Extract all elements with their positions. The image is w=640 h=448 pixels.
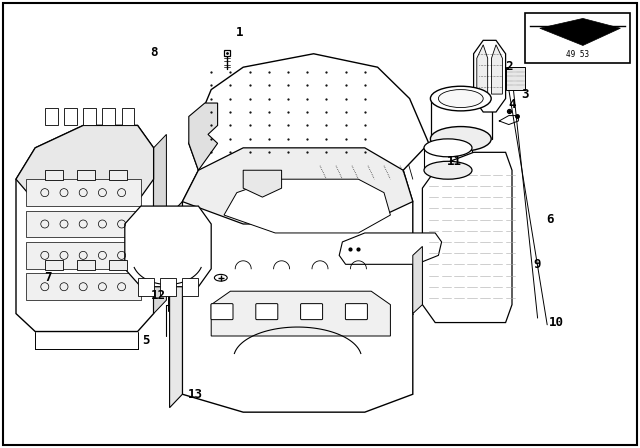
- Text: 13: 13: [188, 388, 203, 401]
- Polygon shape: [154, 134, 166, 314]
- FancyBboxPatch shape: [346, 304, 367, 319]
- Polygon shape: [224, 179, 390, 233]
- Polygon shape: [138, 278, 154, 296]
- FancyBboxPatch shape: [256, 304, 278, 319]
- Ellipse shape: [424, 139, 472, 157]
- Polygon shape: [122, 108, 134, 125]
- Text: 11: 11: [447, 155, 462, 168]
- Polygon shape: [26, 211, 141, 237]
- Text: 2: 2: [505, 60, 513, 73]
- Polygon shape: [189, 54, 429, 179]
- Polygon shape: [477, 45, 488, 94]
- Polygon shape: [182, 148, 413, 412]
- Bar: [77, 170, 95, 180]
- Bar: [525, 13, 630, 63]
- Text: 4: 4: [508, 98, 516, 111]
- Text: 8: 8: [150, 46, 157, 60]
- Polygon shape: [182, 278, 198, 296]
- Ellipse shape: [424, 161, 472, 179]
- Ellipse shape: [214, 274, 227, 281]
- Polygon shape: [64, 108, 77, 125]
- Bar: [77, 260, 95, 270]
- Polygon shape: [243, 170, 282, 197]
- Polygon shape: [492, 45, 502, 94]
- Polygon shape: [339, 233, 442, 264]
- Polygon shape: [16, 125, 154, 332]
- Polygon shape: [182, 148, 413, 224]
- Ellipse shape: [430, 86, 492, 111]
- Polygon shape: [540, 18, 620, 46]
- Polygon shape: [413, 246, 422, 314]
- Polygon shape: [160, 278, 176, 296]
- Polygon shape: [189, 103, 218, 170]
- Polygon shape: [102, 108, 115, 125]
- Polygon shape: [474, 40, 506, 112]
- Text: 6: 6: [547, 213, 554, 226]
- Polygon shape: [211, 291, 390, 336]
- Polygon shape: [26, 273, 141, 300]
- Text: 1: 1: [236, 26, 244, 39]
- Polygon shape: [45, 108, 58, 125]
- Text: 5: 5: [142, 334, 150, 347]
- Polygon shape: [26, 179, 141, 206]
- Text: 12: 12: [151, 289, 166, 302]
- Bar: [45, 260, 63, 270]
- Polygon shape: [83, 108, 96, 125]
- Text: 3: 3: [521, 87, 529, 101]
- Polygon shape: [16, 125, 154, 202]
- FancyBboxPatch shape: [211, 304, 233, 319]
- Text: 49 53: 49 53: [566, 50, 589, 59]
- Bar: [45, 170, 63, 180]
- Polygon shape: [506, 67, 525, 90]
- Polygon shape: [26, 242, 141, 269]
- Ellipse shape: [438, 90, 483, 108]
- FancyBboxPatch shape: [301, 304, 323, 319]
- Bar: [109, 260, 127, 270]
- Polygon shape: [170, 202, 182, 408]
- Ellipse shape: [430, 127, 492, 151]
- Polygon shape: [125, 206, 211, 287]
- Polygon shape: [422, 152, 512, 323]
- Text: 9: 9: [534, 258, 541, 271]
- Text: 7: 7: [44, 271, 52, 284]
- Bar: [109, 170, 127, 180]
- Text: 10: 10: [549, 316, 564, 329]
